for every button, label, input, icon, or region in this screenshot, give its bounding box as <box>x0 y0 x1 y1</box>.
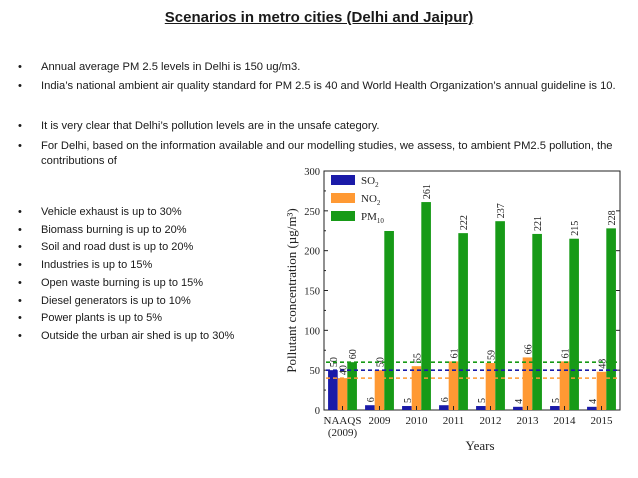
bar-value-label: 4 <box>514 399 525 404</box>
bar-so2 <box>587 406 597 410</box>
bar-value-label: 237 <box>496 203 507 218</box>
y-tick-label: 250 <box>304 207 320 218</box>
bar-pm10 <box>421 202 431 410</box>
legend-label: PM10 <box>361 211 384 225</box>
bar-value-label: 222 <box>459 215 470 230</box>
contribution-text: Power plants is up to 5% <box>41 312 163 325</box>
bar-value-label: 5 <box>551 398 562 403</box>
x-tick-label: (2009) <box>328 427 358 439</box>
bar-value-label: 59 <box>487 350 498 360</box>
bar-pm10 <box>458 233 468 410</box>
bullet-text: For Delhi, based on the information avai… <box>41 140 613 167</box>
bar-so2 <box>365 405 375 410</box>
bar-so2 <box>439 405 449 410</box>
bar-value-label: 6 <box>440 397 451 402</box>
bar-pm10 <box>606 228 616 410</box>
bullet-symbol: • <box>18 120 22 132</box>
x-tick-label: NAAQS <box>324 415 362 427</box>
bar-so2 <box>328 370 338 410</box>
bullet-symbol: • <box>18 329 22 342</box>
bar-value-label: 48 <box>598 359 609 369</box>
bullet-text: India’s national ambient air quality sta… <box>41 80 616 92</box>
y-tick-label: 150 <box>304 287 320 298</box>
contribution-text: Open waste burning is up to 15% <box>41 276 204 289</box>
slide-title: Scenarios in metro cities (Delhi and Jai… <box>164 9 474 26</box>
legend-label: SO2 <box>361 175 379 189</box>
contribution-text: Biomass burning is up to 20% <box>41 223 187 236</box>
bullet-text: Annual average PM 2.5 levels in Delhi is… <box>41 61 301 73</box>
bar-value-label: 221 <box>533 216 544 231</box>
bar-no2 <box>411 366 422 410</box>
y-axis-label: Pollutant concentration (µg/m³) <box>284 208 299 372</box>
bar-no2 <box>448 361 459 410</box>
bullet-symbol: • <box>18 312 22 325</box>
bar-value-label: 66 <box>524 344 535 354</box>
bar-no2 <box>485 362 496 410</box>
bar-pm10 <box>569 238 579 410</box>
contribution-text: Soil and road dust is up to 20% <box>41 241 194 254</box>
bullet-symbol: • <box>18 80 22 92</box>
bar-value-label: 50 <box>376 357 387 367</box>
bullet-symbol: • <box>18 241 22 254</box>
bar-so2 <box>513 406 523 410</box>
x-tick-label: 2013 <box>517 415 540 427</box>
contribution-text: Vehicle exhaust is up to 30% <box>41 206 182 218</box>
bar-no2 <box>522 357 533 410</box>
bullet-symbol: • <box>18 206 22 218</box>
bar-value-label: 215 <box>570 221 581 236</box>
bar-no2 <box>337 378 348 410</box>
bar-value-label: 5 <box>477 398 488 403</box>
bar-value-label: 61 <box>450 348 461 358</box>
contribution-text: Diesel generators is up to 10% <box>41 294 191 307</box>
bar-pm10 <box>495 221 505 410</box>
legend-swatch <box>331 175 355 185</box>
y-tick-label: 50 <box>310 366 321 377</box>
bar-value-label: 4 <box>588 399 599 404</box>
bar-value-label: 228 <box>607 210 618 225</box>
bar-pm10 <box>384 209 394 410</box>
bar-value-label: 60 <box>348 349 359 359</box>
bullet-symbol: • <box>18 140 22 152</box>
bullet-symbol: • <box>18 259 22 272</box>
legend-swatch <box>331 193 355 203</box>
x-axis-label: Years <box>465 438 494 453</box>
y-tick-label: 100 <box>304 326 320 337</box>
bar-no2 <box>559 361 570 410</box>
bar-so2 <box>402 406 412 410</box>
bullet-symbol: • <box>18 276 22 289</box>
x-tick-label: 2009 <box>369 415 392 427</box>
bar-value-label: 5 <box>403 398 414 403</box>
contribution-text: Industries is up to 15% <box>41 259 153 272</box>
bar-no2 <box>374 370 385 410</box>
x-tick-label: 2011 <box>443 415 465 427</box>
bullet-symbol: • <box>18 294 22 307</box>
bullet-symbol: • <box>18 61 22 73</box>
bar-so2 <box>476 406 486 410</box>
bullet-symbol: • <box>18 223 22 236</box>
y-tick-label: 300 <box>304 167 320 178</box>
contribution-text: Outside the urban air shed is up to 30% <box>41 329 235 342</box>
bar-so2 <box>550 406 560 410</box>
bar-no2 <box>596 371 607 410</box>
bar-value-label: 6 <box>366 397 377 402</box>
x-tick-label: 2012 <box>480 415 502 427</box>
bar-value-label: 261 <box>422 184 433 199</box>
y-tick-label: 200 <box>304 247 320 258</box>
x-tick-label: 2015 <box>591 415 614 427</box>
bar-pm10 <box>347 362 357 410</box>
pollutant-bar-chart: 0 50 100 150 200 250 300 Pollutant concentratio… <box>284 167 621 453</box>
bar-pm10 <box>532 233 542 410</box>
bar-value-label: 55 <box>413 353 424 363</box>
x-tick-label: 2014 <box>554 415 577 427</box>
bullet-text: It is very clear that Delhi’s pollution … <box>41 120 380 132</box>
y-tick-label: 0 <box>315 406 320 417</box>
legend-label: NO2 <box>361 193 381 207</box>
x-tick-label: 2010 <box>406 415 429 427</box>
legend-swatch <box>331 211 355 221</box>
bar-value-label: 61 <box>561 348 572 358</box>
